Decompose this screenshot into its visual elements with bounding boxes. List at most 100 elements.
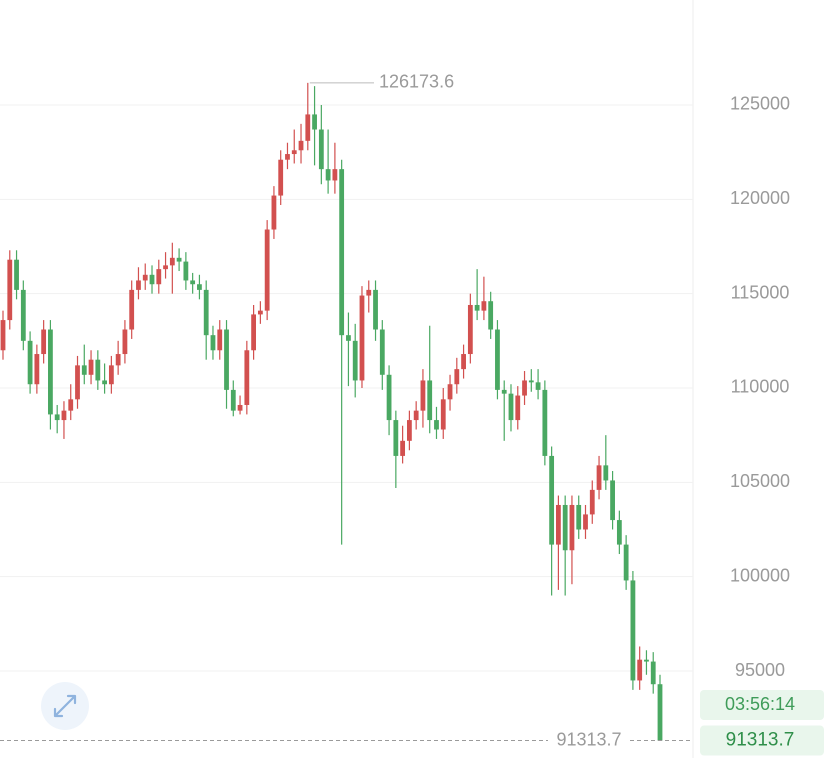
candle-body	[454, 369, 460, 385]
candle-body	[68, 399, 74, 411]
candle-body	[434, 420, 439, 430]
candle-body	[237, 404, 243, 411]
candle-body	[264, 229, 270, 311]
candle-body	[400, 440, 406, 456]
candle-body	[298, 140, 304, 151]
candle-body	[122, 329, 128, 355]
candle-body	[637, 659, 643, 681]
y-tick-label: 115000	[731, 282, 790, 302]
candle-body	[251, 314, 257, 351]
y-tick-label: 100000	[730, 565, 790, 585]
candle-body	[285, 154, 290, 160]
candle-body	[115, 354, 121, 366]
candle-body	[549, 455, 555, 545]
candle-body	[359, 295, 365, 381]
candle-body	[156, 269, 162, 285]
expand-icon	[53, 694, 77, 718]
candle-body	[108, 365, 114, 385]
candle-body	[271, 195, 277, 230]
last-price-tag-bg	[700, 725, 824, 756]
candle-body	[542, 389, 548, 456]
candles	[0, 82, 663, 741]
candle-body	[583, 514, 588, 530]
candle-body	[535, 382, 541, 390]
grid	[0, 104, 693, 672]
candle-body	[312, 114, 317, 130]
expand-button[interactable]	[41, 682, 89, 730]
candle-body	[413, 410, 419, 421]
candle-body	[230, 389, 236, 411]
candle-body	[379, 329, 385, 375]
last-price-tag: 91313.7	[726, 730, 795, 751]
candle-body	[20, 289, 26, 341]
candle-body	[203, 289, 209, 336]
candle-body	[7, 259, 13, 321]
candle-body	[461, 354, 466, 370]
candle-body	[508, 393, 514, 421]
candle-body	[386, 374, 392, 421]
candle-body	[501, 389, 507, 394]
candle-body	[420, 380, 426, 411]
candle-body	[339, 169, 345, 336]
candle-body	[224, 329, 229, 390]
candle-body	[569, 504, 575, 551]
candle-body	[589, 489, 595, 515]
candle-body	[142, 274, 148, 281]
candle-body	[603, 465, 609, 481]
candle-body	[650, 661, 656, 685]
candle-body	[169, 257, 175, 266]
candle-body	[257, 310, 263, 315]
max-label: 126173.6	[379, 72, 454, 92]
candle-body	[623, 544, 629, 581]
candle-body	[210, 335, 216, 351]
candle-body	[467, 304, 473, 355]
candle-body	[373, 289, 378, 330]
candle-body	[596, 465, 602, 490]
candle-body	[190, 280, 196, 285]
candle-body	[81, 365, 87, 375]
last-price-label: 91313.7	[556, 729, 621, 749]
candle-body	[291, 150, 297, 155]
candle-body	[136, 280, 141, 290]
y-tick-label: 95000	[735, 660, 785, 680]
candle-body	[75, 365, 80, 400]
candle-body	[366, 289, 372, 296]
candle-body	[325, 169, 331, 181]
candle-body	[610, 480, 615, 521]
candle-body	[95, 359, 101, 381]
candle-body	[27, 340, 33, 385]
candle-body	[440, 399, 446, 430]
candle-body	[427, 380, 433, 421]
candle-body	[657, 684, 663, 741]
candle-body	[644, 659, 649, 662]
candle-body	[556, 504, 561, 545]
candle-body	[305, 114, 311, 141]
candle-body	[197, 284, 202, 290]
y-tick-label: 110000	[731, 377, 790, 397]
candle-body	[183, 261, 189, 281]
candle-body	[616, 520, 622, 545]
candle-body	[481, 301, 487, 311]
candle-body	[217, 329, 223, 351]
candle-body	[488, 301, 494, 330]
candle-body	[14, 259, 19, 290]
candle-body	[34, 354, 40, 385]
candle-body	[278, 159, 284, 196]
candle-body	[474, 304, 480, 311]
candle-body	[48, 329, 53, 415]
candle-body	[88, 359, 94, 375]
candle-body	[129, 289, 135, 330]
candle-body	[149, 274, 155, 285]
candle-body	[522, 380, 527, 396]
candle-body	[495, 329, 500, 390]
candle-body	[528, 380, 534, 383]
y-tick-label: 120000	[730, 188, 790, 208]
candle-body	[515, 395, 521, 421]
candle-body	[346, 335, 351, 341]
candle-body	[61, 410, 67, 421]
candle-body	[447, 384, 453, 400]
candle-body	[393, 420, 399, 456]
candle-body	[576, 504, 582, 530]
candle-body	[406, 420, 412, 441]
